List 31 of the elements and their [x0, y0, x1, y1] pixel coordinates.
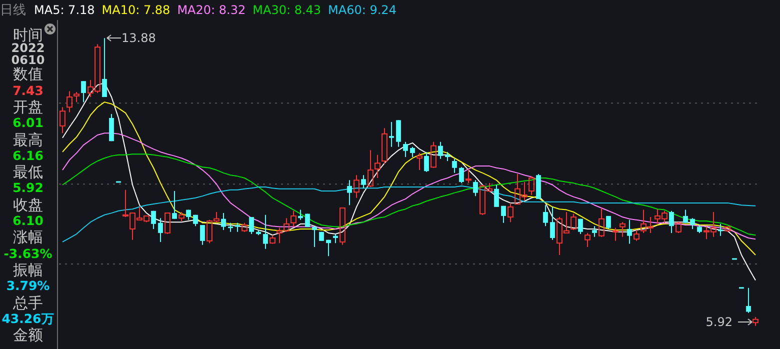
text: 6.01 — [12, 115, 44, 132]
text: MA10: 7.88 — [102, 3, 170, 17]
annotation: 13.88 — [122, 31, 156, 46]
text: -3.63% — [2, 246, 54, 262]
candlestick — [66, 90, 72, 113]
text: MA5: 7.18 — [34, 3, 95, 17]
text: 收盘 — [12, 196, 44, 214]
text: 涨幅 — [12, 228, 44, 246]
text: 6.16 — [12, 148, 44, 164]
text: 最低 — [12, 163, 44, 182]
text: MA30: 8.43 — [252, 3, 322, 17]
text: 振幅 — [12, 260, 44, 279]
text: 3.79% — [5, 278, 51, 294]
candlestick — [374, 154, 380, 178]
text: 6.10 — [12, 213, 44, 230]
text: 0610 — [10, 52, 46, 67]
text: 7.43 — [12, 82, 44, 99]
text: 2022 — [10, 41, 46, 56]
text: 开盘 — [12, 98, 44, 116]
text: 总手 — [12, 294, 44, 312]
text: 数值 — [12, 65, 44, 84]
text: 金额 — [12, 326, 44, 344]
text: 最高 — [12, 130, 44, 148]
annotation: 5.92 — [706, 314, 732, 329]
text: MA60: 9.24 — [328, 3, 396, 17]
candlestick — [354, 174, 360, 198]
text: 时间 — [13, 26, 43, 44]
text: MA20: 8.32 — [177, 3, 246, 17]
text: 43.26万 — [0, 310, 56, 328]
chart-title: 日线 — [0, 2, 26, 19]
text: 5.92 — [12, 180, 44, 197]
